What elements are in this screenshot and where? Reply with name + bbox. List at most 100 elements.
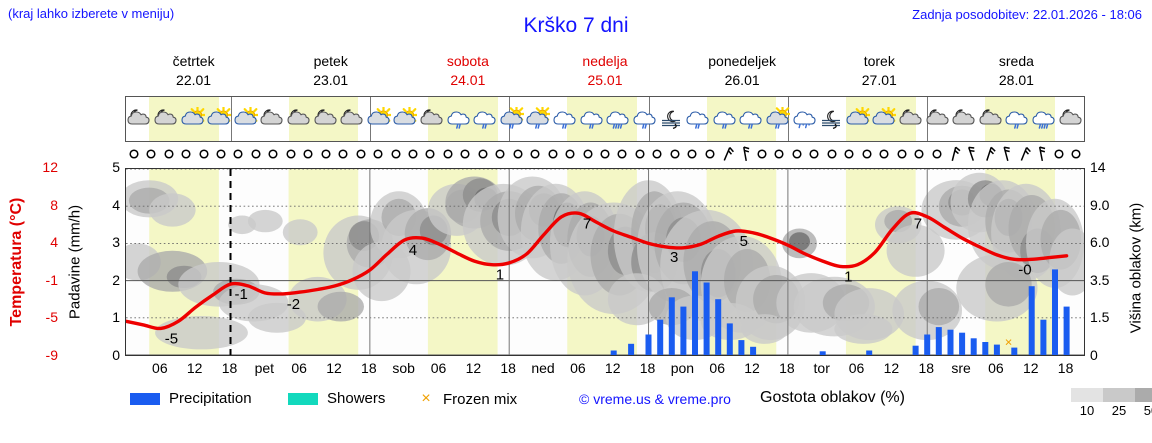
weather-icon-cloudy	[472, 97, 499, 141]
wind-calm-symbol	[823, 143, 840, 165]
day-separator-1	[230, 97, 232, 141]
day-name: nedelja	[582, 53, 628, 69]
cloudheight-axis-ticks: 14 9.0 6.0 3.5 1.5 0	[1090, 159, 1128, 365]
wind-calm-symbol	[788, 143, 805, 165]
svg-text:1: 1	[496, 267, 504, 284]
cloudheight-axis-title: Višina oblakov (km)	[1127, 202, 1145, 334]
time-tick-4: 06	[291, 360, 307, 376]
time-tick-26: 18	[1057, 360, 1074, 376]
svg-text:4: 4	[126, 169, 134, 173]
wind-calm-symbol	[875, 143, 892, 165]
time-tick-11: ned	[531, 360, 555, 376]
day-name: petek	[313, 53, 348, 69]
legend-showers-label: Showers	[327, 390, 386, 407]
day-date: 27.01	[861, 72, 897, 88]
weather-icon-strip: * *	[125, 96, 1085, 142]
time-tick-8: 06	[430, 360, 447, 376]
wind-barb-symbol	[718, 143, 735, 165]
time-tick-5: 12	[326, 360, 342, 376]
wind-calm-symbol	[614, 143, 631, 165]
weather-icon-night-cloudy	[153, 97, 180, 141]
weather-icon-night-cloudy	[126, 97, 153, 141]
wind-barb-symbol	[998, 143, 1015, 165]
wind-calm-symbol	[509, 143, 526, 165]
wind-calm-symbol	[125, 143, 142, 165]
time-tick-20: 06	[848, 360, 865, 376]
wind-calm-symbol	[404, 143, 421, 165]
day-header-2: petek 23.01	[262, 52, 399, 92]
time-tick-22: 18	[918, 360, 935, 376]
wind-calm-symbol	[457, 143, 474, 165]
wind-barb-symbol	[1033, 143, 1050, 165]
cloudheight-tick-1: 9.0	[1090, 196, 1110, 213]
weather-icon-cloudy	[445, 97, 472, 141]
wind-calm-symbol	[684, 143, 701, 165]
time-tick-13: 12	[604, 360, 621, 376]
copyright-link[interactable]: © vreme.us & vreme.pro	[579, 391, 731, 407]
weather-icon-cells: * *	[126, 97, 1084, 141]
svg-text:-0: -0	[1018, 261, 1031, 278]
time-axis: 06 12 18 pet 06 12 18 sob 06 12 18 ned 06 12 18 pon 06 12…	[125, 360, 1085, 380]
svg-text:2: 2	[126, 169, 134, 173]
svg-text:-2: -2	[287, 296, 300, 313]
showers-swatch	[288, 392, 318, 405]
legend-frozen-mix: × Frozen mix	[415, 390, 517, 408]
day-name: ponedeljek	[708, 53, 776, 69]
weather-icon-cloudy-rain	[738, 97, 765, 141]
wind-calm-symbol	[753, 143, 770, 165]
weather-icon-cloudy-rain-heavy	[605, 97, 632, 141]
cloudheight-axis-label: Višina oblakov (km)	[1122, 168, 1150, 368]
wind-calm-symbol	[771, 143, 788, 165]
day-date: 25.01	[587, 72, 623, 88]
legend: Precipitation Showers × Frozen mix © vre…	[130, 388, 1152, 422]
wind-calm-symbol	[526, 143, 543, 165]
svg-text:3: 3	[670, 249, 678, 266]
temperature-tick-0: 12	[42, 159, 58, 175]
time-tick-23: sre	[951, 360, 971, 376]
wind-calm-symbol	[893, 143, 910, 165]
time-tick-7: sob	[392, 360, 415, 376]
cloud-scale-number-1: 25	[1111, 403, 1127, 418]
last-updated-text: Zadnja posodobitev: 22.01.2026 - 18:06	[912, 7, 1142, 22]
wind-calm-symbol	[806, 143, 823, 165]
precipitation-tick-5: 0	[112, 347, 120, 363]
weather-icon-night-cloudy	[951, 97, 978, 141]
time-tick-12: 06	[570, 360, 586, 376]
weather-icon-sun-cloudy	[232, 97, 259, 141]
wind-calm-symbol	[177, 143, 194, 165]
svg-text:6: 6	[126, 169, 134, 173]
time-tick-18: 18	[779, 360, 795, 376]
svg-text:-5: -5	[165, 330, 178, 347]
wind-calm-symbol	[1050, 143, 1067, 165]
cloud-density-scale-bar	[1071, 388, 1152, 402]
wind-calm-symbol	[666, 143, 683, 165]
weather-icon-sun-cloudy	[365, 97, 392, 141]
svg-text:4: 4	[409, 242, 417, 259]
precipitation-axis-ticks: 5 4 3 2 1 0	[88, 159, 120, 365]
weather-icon-night-cloudy	[339, 97, 366, 141]
cloud-density-scale-numbers: 1025507590100	[1071, 403, 1152, 421]
temperature-axis-ticks: 12 8 4 -1 -5 -9	[28, 159, 58, 365]
weather-icon-sun-cloudy	[844, 97, 871, 141]
wind-calm-symbol	[247, 143, 264, 165]
wind-calm-symbol	[579, 143, 596, 165]
wind-barb-symbol	[736, 143, 753, 165]
day-name: sreda	[998, 53, 1034, 69]
precipitation-tick-2: 3	[112, 234, 120, 251]
day-name: sobota	[446, 53, 489, 69]
wind-barb-symbol	[1015, 143, 1032, 165]
time-tick-24: 06	[988, 360, 1004, 376]
wind-calm-symbol	[317, 143, 334, 165]
temperature-tick-4: -5	[45, 309, 58, 326]
day-name: četrtek	[172, 53, 215, 69]
day-header-row: četrtek 22.01 petek 23.01 sobota 24.01 nedelja…	[125, 52, 1085, 92]
weather-icon-night-cloudy	[419, 97, 446, 141]
temperature-axis-label: Temperatura (°C)	[4, 168, 30, 356]
wind-calm-symbol	[439, 143, 456, 165]
weather-icon-night-cloudy	[1057, 97, 1084, 141]
legend-showers: Showers	[288, 390, 385, 407]
day-date: 24.01	[450, 72, 486, 88]
svg-text:-1: -1	[235, 286, 248, 303]
day-header-5: ponedeljek 26.01	[674, 52, 811, 92]
cloudheight-tick-2: 6.0	[1090, 234, 1110, 251]
